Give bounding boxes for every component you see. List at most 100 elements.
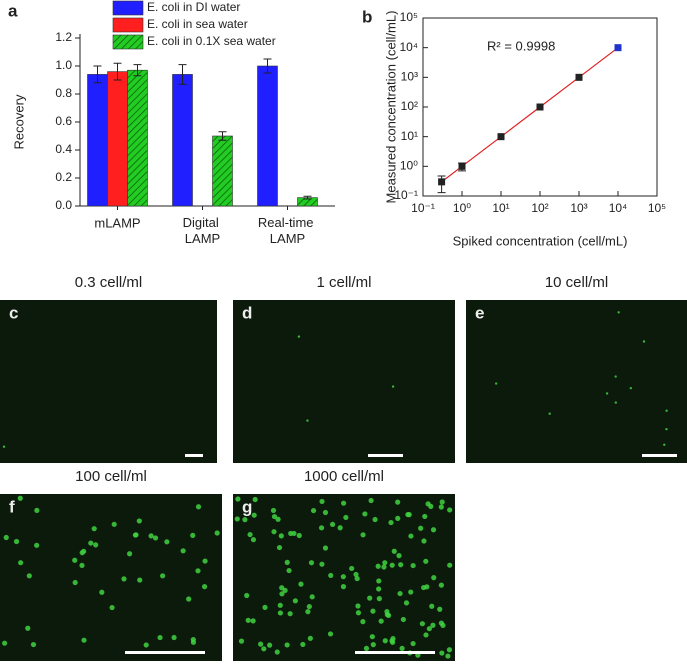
scale-bar (368, 454, 403, 457)
fluorescent-dot (382, 560, 388, 566)
fluorescent-dot (275, 516, 281, 522)
fluorescent-dot (18, 560, 24, 566)
fluorescent-dot (322, 509, 329, 516)
fluorescent-dot (152, 535, 159, 541)
fluorescent-dot (389, 562, 395, 568)
fluorescent-dot (164, 539, 170, 545)
y-tick-label: 10⁻¹ (394, 188, 418, 202)
x-tick-label: Real-time LAMP (258, 215, 317, 246)
fluorescent-dot (419, 621, 425, 627)
scale-bar (125, 651, 205, 654)
fluorescent-dot (319, 498, 325, 505)
fluorescent-dot (381, 564, 387, 570)
fluorescent-dot (421, 584, 427, 591)
fluorescent-dot (258, 641, 264, 647)
fluorescent-dot (250, 618, 256, 624)
fluorescent-dot (305, 609, 311, 615)
y-tick-label: 10² (401, 99, 418, 113)
x-tick-label: 10² (531, 201, 548, 215)
image-title: 1 cell/ml (316, 274, 371, 291)
fluorescent-dot (430, 527, 437, 533)
fluorescent-dot (418, 525, 424, 531)
fluorescent-dot (629, 386, 633, 390)
fluorescent-dot (360, 532, 366, 538)
fluorescent-dot (262, 604, 268, 610)
error-bar (218, 131, 227, 141)
scale-bar (185, 454, 203, 457)
fluorescent-dot (136, 518, 142, 524)
fluorescent-dot (308, 560, 315, 566)
fluorescent-dot (614, 375, 617, 378)
bar (107, 71, 128, 207)
fluorescent-dot (91, 526, 97, 532)
fluorescent-dot (93, 542, 99, 548)
fluorescent-dot (403, 600, 410, 606)
fluorescent-dot (307, 635, 313, 641)
fluorescent-dot (171, 634, 177, 641)
error-bar (178, 64, 187, 85)
panel-label: f (9, 497, 15, 516)
fluorescent-dot (109, 604, 115, 611)
error-bar (303, 195, 312, 200)
fluorescent-dot (234, 516, 240, 522)
fluorescent-dot (388, 519, 394, 526)
fluorescent-dot (438, 504, 444, 510)
fluorescent-dot (372, 516, 378, 523)
fluorescent-dot (429, 603, 435, 609)
fluorescent-dot (190, 639, 197, 645)
fluorescent-dot (400, 616, 406, 623)
fluorescent-dot (99, 589, 105, 595)
x-tick-label: mLAMP (94, 215, 140, 230)
fluorescent-dot (288, 530, 294, 537)
fluorescent-dot (428, 503, 434, 509)
point (497, 133, 505, 141)
fluorescent-dot (319, 561, 325, 567)
fluorescent-dot (329, 521, 336, 528)
fluorescent-dot (180, 548, 186, 554)
panel-label: c (9, 303, 18, 322)
fluorescent-dot (439, 499, 445, 505)
x-tick-label: 10⁴ (609, 201, 628, 215)
fluorescent-dot (292, 598, 298, 604)
panel-label: d (242, 303, 252, 322)
x-tick-label: 10⁵ (648, 201, 666, 215)
fluorescent-dot (328, 572, 334, 579)
fluorescent-dot (355, 603, 361, 609)
fluorescent-dot (238, 638, 245, 644)
legend-label: E. coli in sea water (147, 17, 248, 31)
fluorescent-dot (355, 610, 362, 616)
fluorescent-dot (309, 594, 315, 600)
fluorescent-dot (274, 649, 280, 655)
micrograph (233, 300, 455, 463)
fluorescent-dot (370, 608, 376, 614)
fluorescent-dot (148, 533, 154, 539)
error-bar (133, 64, 142, 77)
fluorescent-dot (367, 595, 373, 601)
fluorescent-dot (72, 557, 78, 563)
fluorescent-dot (438, 582, 444, 588)
fluorescent-dot (362, 511, 368, 517)
fluorescent-dot (2, 640, 8, 646)
fluorescent-dot (282, 587, 288, 594)
x-tick-label: 10¹ (492, 201, 509, 215)
fluorescent-dot (81, 637, 87, 643)
fluorescent-dot (79, 562, 85, 569)
point (575, 73, 583, 81)
image-title: 0.3 cell/ml (75, 274, 143, 291)
x-tick-label: Digital LAMP (183, 215, 223, 246)
fluorescent-dot (410, 640, 416, 647)
fluorescent-dot (318, 525, 325, 531)
image-title: 10 cell/ml (545, 274, 608, 291)
fluorescent-dot (421, 538, 427, 544)
panel-label: g (242, 497, 252, 516)
fluorescent-dot (137, 577, 143, 583)
fluorescent-dot (2, 445, 6, 448)
micrograph (0, 494, 222, 661)
fluorescent-dot (306, 419, 309, 422)
image-title: 1000 cell/ml (304, 468, 384, 485)
panel-label: b (362, 7, 372, 26)
fluorescent-dot (665, 409, 668, 412)
fluorescent-dot (242, 517, 248, 523)
fluorescent-dot (340, 574, 346, 580)
bar (172, 74, 193, 207)
